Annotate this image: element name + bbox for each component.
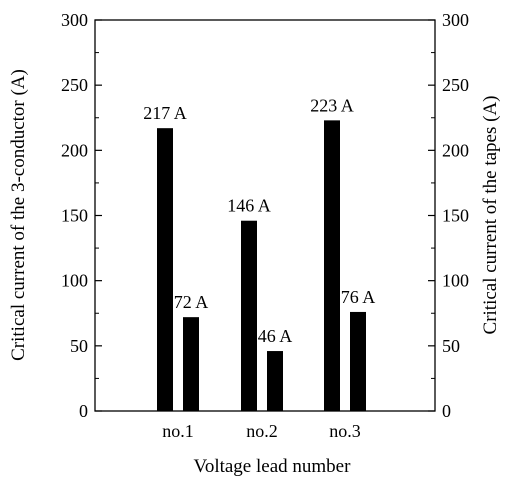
right-y-tick-label: 50 [442,336,460,356]
right-y-tick-label: 0 [442,401,451,421]
data-label: 217 A [143,103,187,123]
right-y-tick-label: 150 [442,206,469,226]
left-y-tick-label: 300 [61,10,88,30]
right-y-axis-title: Critical current of the tapes (A) [480,96,501,335]
left-y-tick-label: 200 [61,140,88,160]
left-y-axis: 0 50 100 150 200 250 300 [61,10,102,421]
bar-tapes [267,351,283,411]
right-y-tick-label: 100 [442,271,469,291]
right-y-tick-label: 250 [442,75,469,95]
right-y-axis: 0 50 100 150 200 250 300 [428,10,469,421]
bar-conductor [324,120,340,412]
x-axis-title: Voltage lead number [194,456,352,477]
right-y-tick-label: 200 [442,140,469,160]
left-y-tick-label: 0 [79,401,88,421]
data-label: 76 A [341,287,376,307]
left-y-tick-label: 50 [70,336,88,356]
bar-tapes [183,317,199,411]
left-y-axis-title: Critical current of the 3-conductor (A) [8,69,29,361]
data-label: 223 A [310,95,354,115]
x-tick-label: no.3 [329,421,361,441]
data-label: 72 A [174,292,209,312]
x-axis: no.1 no.2 no.3 [162,421,361,441]
data-label: 146 A [227,196,271,216]
bar-conductor [241,220,257,411]
left-y-tick-label: 100 [61,271,88,291]
bar-tapes [350,311,366,411]
bars-group: 217 A 72 A 146 A 46 A 223 A 76 A [143,95,376,412]
left-y-tick-label: 250 [61,75,88,95]
bar-conductor [157,128,173,411]
data-label: 46 A [258,326,293,346]
x-tick-label: no.1 [162,421,194,441]
right-y-tick-label: 300 [442,10,469,30]
left-y-tick-label: 150 [61,206,88,226]
x-tick-label: no.2 [246,421,278,441]
